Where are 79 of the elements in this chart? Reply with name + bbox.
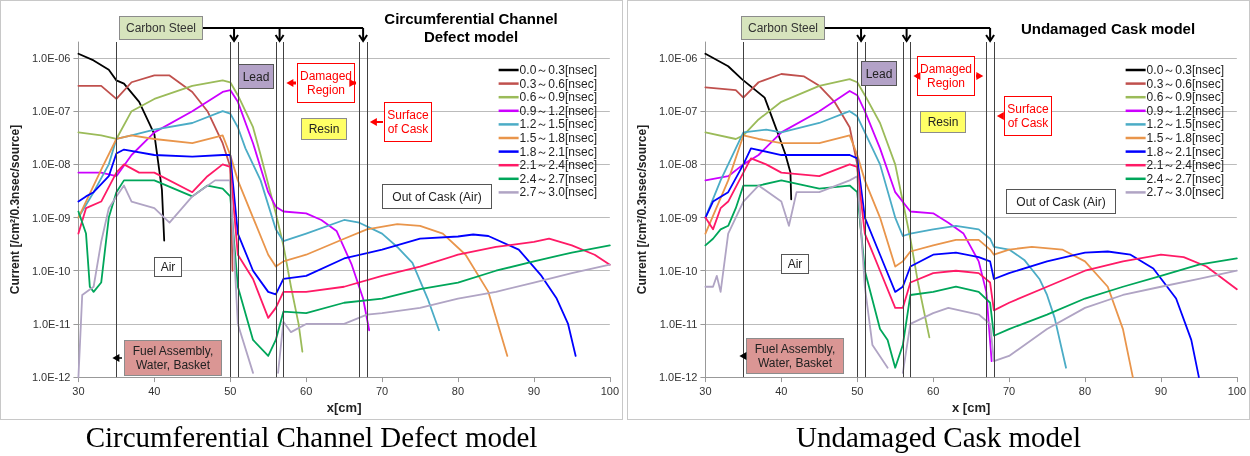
x-tick-label: 80	[451, 384, 465, 397]
y-tick-label: 1.0E-11	[32, 317, 71, 330]
y-tick-label: 1.0E-06	[658, 52, 698, 65]
y-tick-label: 1.0E-08	[658, 158, 698, 171]
text: Undamaged Cask model	[794, 420, 1083, 454]
line-series	[704, 52, 793, 201]
x-tick-label: 70	[375, 384, 389, 397]
legend-label: 1.5～1.8[nsec]	[1146, 131, 1225, 145]
legend-label: 0.6～0.9[nsec]	[519, 90, 598, 105]
chart-title: Circumferential Channel Defect model	[383, 10, 559, 46]
y-axis-title: Current [/cm²/0.3nsec/source]	[8, 124, 22, 295]
legend-label: 2.4～2.7[nsec]	[519, 171, 598, 186]
annotation: Surface of Cask	[1004, 96, 1052, 136]
text: Carbon Steel	[741, 16, 825, 40]
line-series	[704, 157, 1238, 312]
x-tick-label: 30	[699, 384, 712, 397]
legend-label: 2.7～3.0[nsec]	[519, 185, 598, 200]
x-tick-label: 40	[775, 384, 788, 397]
line-series	[77, 134, 509, 357]
x-tick-label: 90	[527, 384, 541, 397]
y-tick-label: 1.0E-09	[658, 211, 698, 224]
legend-label: 2.1～2.4[nsec]	[1146, 158, 1225, 173]
line-series	[704, 134, 1134, 378]
x-tick-label: 90	[1154, 384, 1168, 397]
y-tick-label: 1.0E-12	[658, 371, 698, 384]
y-tick-label: 1.0E-10	[658, 264, 698, 277]
annotation: Resin	[920, 111, 966, 133]
y-axis-title: Current [/cm²/0.3nsec/source]	[635, 124, 649, 295]
x-tick-label: 50	[851, 384, 864, 397]
legend-label: 0.0～0.3[nsec]	[519, 63, 598, 77]
legend-label: 1.2～1.5[nsec]	[1146, 117, 1225, 132]
legend-label: 1.2～1.5[nsec]	[519, 117, 598, 132]
annotation: Lead	[238, 64, 274, 89]
annotation: Fuel Assembly, Water, Basket	[124, 340, 222, 376]
x-tick-label: 70	[1002, 384, 1016, 397]
x-tick-label: 60	[927, 384, 940, 397]
annotation: Air	[781, 254, 809, 274]
chart-title: Undamaged Cask model	[1019, 20, 1197, 38]
x-tick-label: 50	[224, 384, 237, 397]
x-tick-label: 40	[148, 384, 161, 397]
y-tick-label: 1.0E-07	[658, 105, 698, 118]
annotation: Damaged Region	[297, 63, 355, 103]
annotation: Surface of Cask	[384, 102, 432, 142]
annotation: Lead	[861, 61, 897, 86]
x-tick-label: 60	[300, 384, 313, 397]
text: Carbon Steel	[119, 16, 203, 40]
annotation: Damaged Region	[917, 56, 975, 96]
x-tick-label: 30	[72, 384, 85, 397]
x-tick-label: 100	[600, 384, 619, 397]
legend-label: 0.3～0.6[nsec]	[1146, 76, 1225, 91]
legend-label: 2.1～2.4[nsec]	[519, 158, 598, 173]
y-tick-label: 1.0E-11	[659, 317, 698, 330]
legend-label: 0.3～0.6[nsec]	[519, 76, 598, 91]
legend-label: 0.6～0.9[nsec]	[1146, 90, 1225, 105]
x-axis-title: x[cm]	[326, 400, 362, 415]
annotation: Air	[154, 257, 182, 277]
annotation: Out of Cask (Air)	[382, 184, 492, 209]
legend-label: 2.7～3.0[nsec]	[1146, 185, 1225, 200]
annotation: Resin	[301, 118, 347, 140]
x-tick-label: 80	[1078, 384, 1092, 397]
x-axis-title: x [cm]	[951, 400, 991, 415]
annotation: Out of Cask (Air)	[1006, 189, 1116, 214]
legend-label: 1.5～1.8[nsec]	[519, 131, 598, 145]
annotation: Fuel Assembly, Water, Basket	[746, 338, 844, 374]
legend-label: 1.8～2.1[nsec]	[1146, 144, 1225, 159]
legend-label: 0.0～0.3[nsec]	[1146, 63, 1225, 77]
legend-label: 0.9～1.2[nsec]	[1146, 103, 1225, 118]
legend-label: 2.4～2.7[nsec]	[1146, 171, 1225, 186]
y-tick-label: 1.0E-09	[31, 211, 71, 224]
y-tick-label: 1.0E-08	[31, 158, 71, 171]
x-tick-label: 100	[1227, 384, 1246, 397]
y-tick-label: 1.0E-06	[31, 52, 71, 65]
y-tick-label: 1.0E-10	[31, 264, 71, 277]
y-tick-label: 1.0E-07	[31, 105, 71, 118]
text: Circumferential Channel Defect model	[84, 420, 539, 454]
legend-label: 0.9～1.2[nsec]	[519, 103, 598, 118]
legend-label: 1.8～2.1[nsec]	[519, 144, 598, 159]
y-tick-label: 1.0E-12	[31, 371, 71, 384]
line-series	[77, 52, 166, 242]
